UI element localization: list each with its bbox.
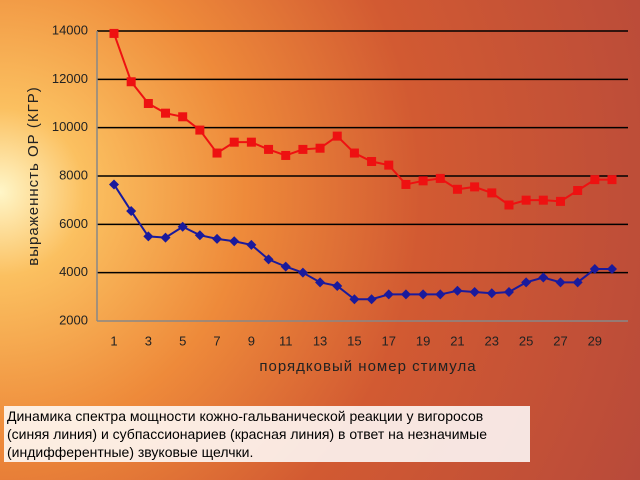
x-tick-label: 3 — [145, 333, 152, 348]
marker — [366, 294, 377, 305]
marker — [332, 131, 342, 141]
marker — [607, 264, 617, 275]
x-tick-label: 29 — [588, 333, 602, 348]
marker — [263, 254, 274, 265]
marker — [555, 196, 565, 206]
marker — [538, 195, 548, 205]
x-tick-label: 7 — [213, 333, 220, 348]
marker — [143, 99, 153, 108]
marker — [194, 230, 205, 241]
x-tick-label: 15 — [347, 333, 361, 348]
marker — [126, 206, 137, 217]
caption: Динамика спектра мощности кожно-гальвани… — [4, 406, 530, 462]
marker — [160, 232, 171, 243]
x-tick-label: 27 — [553, 333, 567, 348]
marker — [590, 175, 600, 185]
marker — [315, 277, 326, 288]
marker — [315, 143, 325, 153]
marker — [435, 173, 445, 183]
marker — [607, 175, 617, 185]
marker — [298, 144, 308, 154]
marker — [486, 288, 497, 299]
y-tick-label: 2000 — [59, 312, 88, 327]
marker — [109, 28, 119, 38]
x-axis-title: порядковый номер стимула — [259, 358, 476, 375]
marker — [297, 267, 308, 278]
series-line — [113, 33, 612, 207]
marker — [109, 179, 119, 190]
marker — [418, 176, 428, 186]
marker — [332, 280, 343, 291]
marker — [229, 137, 239, 147]
marker — [452, 184, 462, 194]
marker — [246, 239, 257, 250]
marker — [504, 200, 514, 210]
marker — [487, 188, 497, 198]
x-tick-label: 1 — [110, 333, 117, 348]
x-tick-label: 5 — [179, 333, 186, 348]
x-tick-label: 9 — [248, 333, 255, 348]
x-tick-label: 21 — [450, 333, 464, 348]
x-tick-label: 23 — [485, 333, 499, 348]
marker — [384, 160, 394, 170]
y-tick-label: 6000 — [59, 216, 88, 231]
y-tick-label: 8000 — [59, 167, 88, 182]
marker — [195, 125, 205, 135]
x-tick-label: 19 — [416, 333, 430, 348]
marker — [503, 287, 514, 297]
marker — [400, 289, 411, 300]
marker — [538, 272, 549, 283]
marker — [349, 148, 359, 158]
marker — [470, 182, 480, 192]
y-tick-label: 12000 — [52, 71, 88, 86]
marker — [383, 289, 394, 300]
marker — [212, 233, 223, 244]
marker — [521, 277, 532, 288]
marker — [178, 112, 188, 122]
marker — [229, 236, 240, 247]
marker — [281, 150, 291, 160]
x-tick-label: 17 — [382, 333, 396, 348]
y-tick-label: 14000 — [52, 22, 88, 37]
marker — [280, 261, 291, 272]
marker — [367, 157, 377, 166]
y-tick-label: 10000 — [52, 119, 88, 134]
marker — [555, 277, 566, 288]
marker — [264, 144, 274, 154]
marker — [418, 289, 429, 300]
y-axis-title: выраженнсть ОР (КГР) — [25, 86, 42, 265]
marker — [435, 289, 446, 300]
marker — [212, 148, 222, 158]
marker — [349, 294, 360, 305]
x-tick-label: 25 — [519, 333, 533, 348]
x-tick-label: 13 — [313, 333, 327, 348]
marker — [161, 108, 171, 118]
marker — [469, 287, 480, 297]
marker — [521, 195, 531, 205]
marker — [401, 179, 411, 189]
chart: выраженнсть ОР (КГР) порядковый номер ст… — [25, 22, 628, 375]
marker — [589, 264, 600, 275]
marker — [572, 277, 583, 288]
y-tick-label: 4000 — [59, 264, 88, 279]
marker — [246, 137, 256, 147]
marker — [573, 186, 583, 195]
x-tick-label: 11 — [279, 333, 293, 348]
marker — [177, 221, 188, 232]
marker — [452, 285, 463, 296]
marker — [126, 77, 136, 87]
series-line — [113, 183, 612, 301]
marker — [143, 231, 154, 242]
